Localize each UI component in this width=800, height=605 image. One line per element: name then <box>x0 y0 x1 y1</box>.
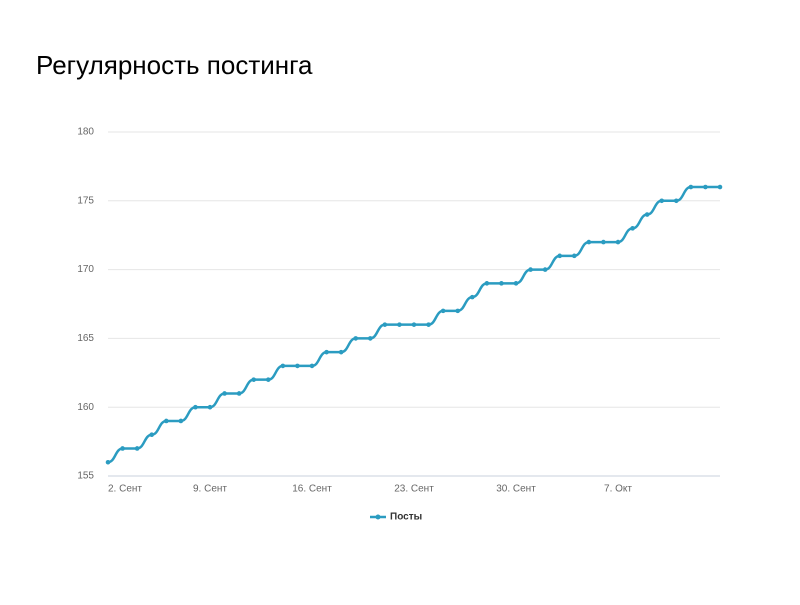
point <box>499 281 504 286</box>
x-tick-label: 16. Сент <box>292 484 332 495</box>
point <box>644 212 650 217</box>
point <box>193 404 198 410</box>
point <box>455 308 461 314</box>
point <box>134 446 140 451</box>
point <box>586 239 592 245</box>
point <box>426 322 431 327</box>
x-tick-label: 23. Сент <box>394 484 434 495</box>
y-tick-label: 170 <box>77 264 94 275</box>
point <box>630 226 635 231</box>
point <box>542 267 548 272</box>
y-tick-label: 175 <box>77 195 94 206</box>
point <box>601 239 606 245</box>
point <box>615 239 621 245</box>
point <box>571 253 577 259</box>
chart-title: Регулярность постинга <box>36 50 313 80</box>
point <box>280 363 286 369</box>
x-tick-label: 2. Сент <box>108 484 142 495</box>
point <box>338 349 344 355</box>
point <box>703 184 708 190</box>
point <box>659 198 665 204</box>
point <box>105 459 111 465</box>
point <box>397 322 402 327</box>
point <box>295 363 300 369</box>
point <box>557 253 563 259</box>
point <box>382 322 388 327</box>
point <box>163 418 169 424</box>
point <box>251 377 257 382</box>
point <box>324 349 329 355</box>
x-tick-label: 7. Окт <box>604 484 632 495</box>
point <box>149 432 155 438</box>
point <box>411 322 417 327</box>
point <box>309 363 315 369</box>
y-tick-label: 180 <box>77 127 94 138</box>
x-tick-label: 9. Сент <box>193 484 227 495</box>
point <box>688 184 694 190</box>
x-tick-label: 30. Сент <box>496 484 536 495</box>
legend-marker <box>375 514 381 520</box>
legend-label: Посты <box>390 512 422 523</box>
point <box>265 377 271 382</box>
point <box>178 418 184 424</box>
point <box>717 184 723 190</box>
point <box>120 446 125 451</box>
point <box>207 404 213 410</box>
y-tick-label: 165 <box>77 333 94 344</box>
point <box>528 267 533 272</box>
point <box>367 336 373 341</box>
point <box>484 281 490 286</box>
point <box>513 281 519 286</box>
y-tick-label: 160 <box>77 402 94 413</box>
point <box>440 308 446 314</box>
point <box>353 336 359 341</box>
y-tick-label: 155 <box>77 471 94 482</box>
point <box>469 294 475 300</box>
point <box>673 198 679 204</box>
point <box>222 391 227 396</box>
point <box>236 391 242 396</box>
